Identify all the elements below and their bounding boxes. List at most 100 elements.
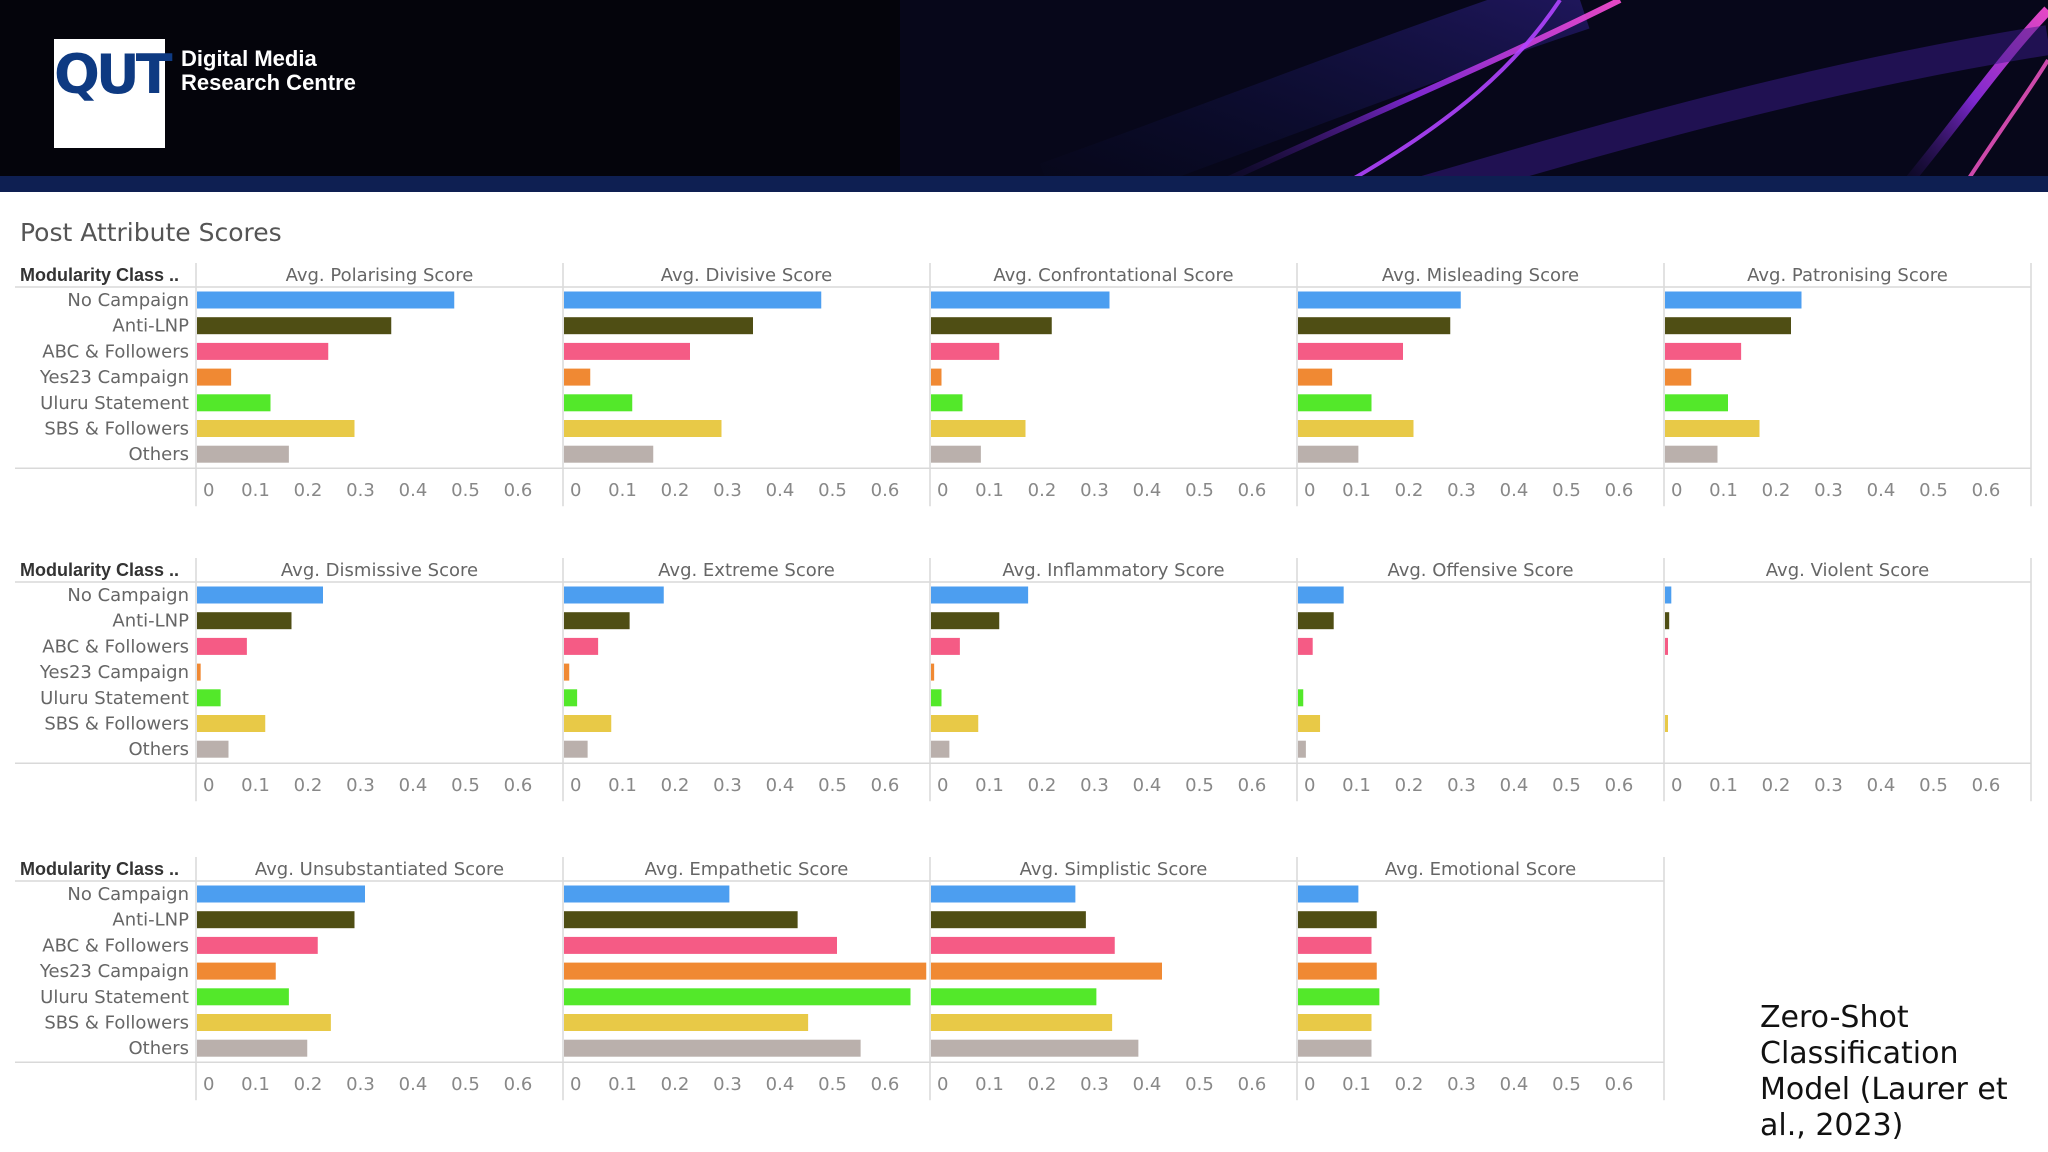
tick-label: 0 xyxy=(1304,1074,1315,1095)
tick-label: 0.1 xyxy=(1342,775,1371,796)
tick-label: 0 xyxy=(203,480,214,501)
tick-label: 0.6 xyxy=(504,775,533,796)
tick-label: 0.5 xyxy=(818,480,847,501)
tick-label: 0.6 xyxy=(871,775,900,796)
pane-title: Avg. Patronising Score xyxy=(1747,265,1948,286)
pane-title: Avg. Dismissive Score xyxy=(281,560,478,581)
bar xyxy=(1665,394,1728,412)
tick-label: 0.2 xyxy=(1028,775,1057,796)
bar xyxy=(931,612,1000,630)
pane-title: Avg. Inflammatory Score xyxy=(1002,560,1224,581)
tick-label: 0.2 xyxy=(1762,775,1791,796)
bar xyxy=(564,342,690,360)
tick-label: 0 xyxy=(570,775,581,796)
bar xyxy=(1298,911,1377,929)
bar xyxy=(197,342,329,360)
category-label: Yes23 Campaign xyxy=(39,662,189,683)
decorative-light-streaks xyxy=(900,0,2048,192)
category-label: Anti-LNP xyxy=(112,910,189,931)
bar xyxy=(564,911,798,929)
logo-text: QUT xyxy=(54,43,173,106)
bar xyxy=(197,637,247,655)
bar xyxy=(1665,342,1742,360)
tick-label: 0.2 xyxy=(661,775,690,796)
bar xyxy=(931,988,1097,1006)
category-label: SBS & Followers xyxy=(44,714,189,735)
tick-label: 0.4 xyxy=(399,1074,428,1095)
category-label: No Campaign xyxy=(67,585,189,606)
tick-label: 0 xyxy=(937,480,948,501)
banner-strip xyxy=(0,176,2048,192)
bar xyxy=(931,394,963,412)
tick-label: 0.5 xyxy=(1552,775,1581,796)
tick-label: 0.1 xyxy=(241,1074,270,1095)
bar xyxy=(1298,445,1359,463)
tick-label: 0.5 xyxy=(1552,1074,1581,1095)
tick-label: 0.3 xyxy=(1080,775,1109,796)
pane-title: Avg. Extreme Score xyxy=(658,560,835,581)
bar xyxy=(197,885,365,903)
tick-label: 0.1 xyxy=(975,480,1004,501)
tick-label: 0.5 xyxy=(1185,775,1214,796)
pane-title: Avg. Offensive Score xyxy=(1387,560,1573,581)
tick-label: 0.4 xyxy=(766,775,795,796)
tick-label: 0 xyxy=(570,1074,581,1095)
bar xyxy=(1298,420,1414,437)
tick-label: 0.5 xyxy=(1919,775,1948,796)
category-label: ABC & Followers xyxy=(42,341,189,362)
tick-label: 0.6 xyxy=(504,480,533,501)
bar xyxy=(197,988,289,1006)
tick-label: 0.5 xyxy=(818,775,847,796)
bar xyxy=(931,740,950,758)
category-label: No Campaign xyxy=(67,884,189,905)
qut-logo: QUT xyxy=(54,39,173,148)
tick-label: 0.1 xyxy=(608,1074,637,1095)
org-name-line1: Digital Media xyxy=(181,46,317,71)
bar xyxy=(931,1014,1113,1031)
tick-label: 0.5 xyxy=(1919,480,1948,501)
bar xyxy=(197,936,318,954)
category-label: Others xyxy=(129,739,190,760)
tick-label: 0.3 xyxy=(1447,1074,1476,1095)
bar xyxy=(1298,612,1334,630)
bar xyxy=(564,936,837,954)
bar xyxy=(1298,317,1451,335)
tick-label: 0 xyxy=(1304,775,1315,796)
page-title: Post Attribute Scores xyxy=(20,218,282,247)
tick-label: 0.1 xyxy=(241,480,270,501)
bar xyxy=(564,317,753,335)
tick-label: 0.6 xyxy=(1605,480,1634,501)
bar xyxy=(197,1039,308,1057)
pane-title: Avg. Simplistic Score xyxy=(1020,859,1208,880)
bar xyxy=(1665,420,1760,437)
tick-label: 0.1 xyxy=(975,775,1004,796)
bar xyxy=(564,586,664,604)
bar xyxy=(1298,715,1321,732)
tick-label: 0.6 xyxy=(1238,480,1267,501)
bar xyxy=(564,689,578,707)
tick-label: 0.4 xyxy=(1500,775,1529,796)
bar xyxy=(931,1039,1139,1057)
bar xyxy=(564,988,911,1006)
pane-title: Avg. Unsubstantiated Score xyxy=(255,859,504,880)
row-header-label: Modularity Class .. xyxy=(20,265,179,285)
bar xyxy=(931,586,1029,604)
tick-label: 0.6 xyxy=(871,480,900,501)
bar xyxy=(1665,637,1668,655)
tick-label: 0 xyxy=(203,1074,214,1095)
tick-label: 0.5 xyxy=(818,1074,847,1095)
tick-label: 0.3 xyxy=(713,1074,742,1095)
category-label: Uluru Statement xyxy=(40,393,189,414)
bar xyxy=(1298,291,1461,309)
bar xyxy=(931,885,1076,903)
tick-label: 0 xyxy=(937,1074,948,1095)
bar xyxy=(564,291,822,309)
tick-label: 0.2 xyxy=(661,480,690,501)
tick-label: 0.2 xyxy=(294,480,323,501)
tick-label: 0.2 xyxy=(294,1074,323,1095)
bar xyxy=(1298,962,1377,980)
tick-label: 0.2 xyxy=(1028,480,1057,501)
bar xyxy=(931,962,1162,980)
bar xyxy=(931,317,1052,335)
